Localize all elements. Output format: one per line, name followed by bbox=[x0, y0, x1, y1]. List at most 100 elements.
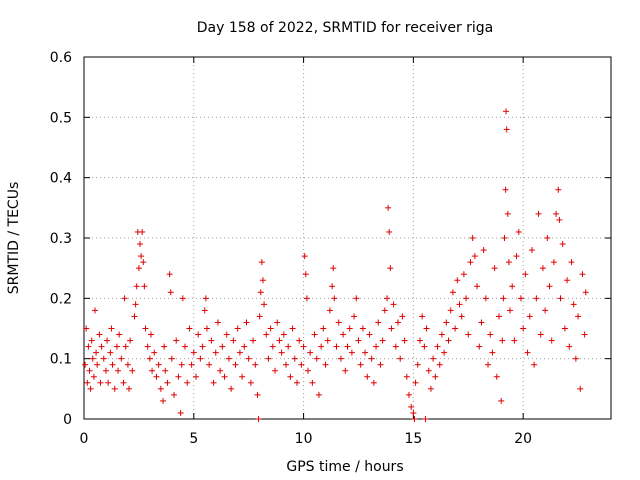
data-point bbox=[184, 379, 191, 386]
data-point bbox=[498, 397, 505, 404]
data-point bbox=[283, 361, 290, 368]
data-point bbox=[97, 379, 104, 386]
data-point bbox=[228, 385, 235, 392]
data-point bbox=[111, 385, 118, 392]
data-point bbox=[313, 355, 320, 362]
data-point bbox=[84, 379, 91, 386]
data-point bbox=[315, 391, 322, 398]
data-point bbox=[307, 349, 314, 356]
data-point bbox=[392, 343, 399, 350]
data-point bbox=[505, 259, 512, 266]
data-point bbox=[102, 367, 109, 374]
data-point bbox=[526, 313, 533, 320]
data-point bbox=[427, 385, 434, 392]
axis-ticks: 0 0.1 0.2 0.3 0.4 0.5 0.6 0 5 10 15 20 bbox=[50, 50, 611, 447]
data-point bbox=[561, 325, 568, 332]
data-point bbox=[230, 337, 237, 344]
data-point bbox=[375, 319, 382, 326]
data-point bbox=[467, 259, 474, 266]
data-point bbox=[366, 331, 373, 338]
data-point bbox=[421, 343, 428, 350]
data-point bbox=[301, 253, 308, 260]
data-point bbox=[387, 265, 394, 272]
data-point bbox=[432, 373, 439, 380]
data-point bbox=[278, 349, 285, 356]
data-point bbox=[212, 349, 219, 356]
x-axis-label: GPS time / hours bbox=[286, 459, 403, 475]
data-point bbox=[487, 331, 494, 338]
data-point bbox=[141, 283, 148, 290]
data-point bbox=[412, 379, 419, 386]
data-point bbox=[287, 373, 294, 380]
data-point bbox=[548, 337, 555, 344]
data-point bbox=[320, 325, 327, 332]
data-point bbox=[395, 319, 402, 326]
data-point bbox=[445, 337, 452, 344]
data-point bbox=[289, 325, 296, 332]
data-point bbox=[118, 355, 125, 362]
data-point bbox=[138, 253, 145, 260]
data-point bbox=[539, 265, 546, 272]
data-point bbox=[515, 228, 522, 235]
data-point bbox=[298, 361, 305, 368]
data-point bbox=[105, 379, 112, 386]
data-point bbox=[120, 379, 127, 386]
data-point bbox=[331, 295, 338, 302]
grid bbox=[84, 57, 611, 419]
data-point bbox=[537, 331, 544, 338]
data-point bbox=[419, 313, 426, 320]
data-point bbox=[568, 259, 575, 266]
data-point bbox=[265, 355, 272, 362]
data-point bbox=[557, 295, 564, 302]
data-point bbox=[206, 361, 213, 368]
data-point bbox=[517, 295, 524, 302]
data-point bbox=[87, 385, 94, 392]
data-point bbox=[161, 343, 168, 350]
data-point bbox=[579, 271, 586, 278]
data-point bbox=[127, 337, 134, 344]
data-point bbox=[463, 295, 470, 302]
data-point bbox=[241, 343, 248, 350]
data-point bbox=[520, 325, 527, 332]
data-point bbox=[531, 361, 538, 368]
data-point bbox=[304, 367, 311, 374]
data-point bbox=[476, 343, 483, 350]
data-points bbox=[82, 108, 589, 422]
data-point bbox=[379, 337, 386, 344]
data-point bbox=[256, 313, 263, 320]
data-point bbox=[147, 331, 154, 338]
data-point bbox=[116, 331, 123, 338]
data-point bbox=[414, 361, 421, 368]
data-point bbox=[405, 391, 412, 398]
data-point bbox=[157, 385, 164, 392]
y-tick-label: 0.6 bbox=[50, 50, 72, 66]
data-point bbox=[362, 349, 369, 356]
data-point bbox=[135, 265, 142, 272]
data-point bbox=[300, 343, 307, 350]
data-point bbox=[438, 331, 445, 338]
data-point bbox=[83, 325, 90, 332]
data-point bbox=[190, 349, 197, 356]
data-point bbox=[197, 355, 204, 362]
data-point bbox=[254, 391, 261, 398]
data-point bbox=[535, 210, 542, 217]
data-point bbox=[384, 295, 391, 302]
data-point bbox=[217, 367, 224, 374]
data-point bbox=[544, 235, 551, 241]
data-point bbox=[173, 337, 180, 344]
data-point bbox=[471, 253, 478, 260]
data-point bbox=[104, 337, 111, 344]
data-point bbox=[267, 325, 274, 332]
data-point bbox=[460, 271, 467, 278]
data-point bbox=[90, 373, 97, 380]
data-point bbox=[485, 361, 492, 368]
data-point bbox=[368, 355, 375, 362]
data-point bbox=[386, 228, 393, 235]
data-point bbox=[489, 349, 496, 356]
data-point bbox=[434, 343, 441, 350]
data-point bbox=[364, 373, 371, 380]
data-point bbox=[263, 331, 270, 338]
data-point bbox=[257, 289, 264, 296]
y-tick-label: 0.4 bbox=[50, 171, 72, 187]
data-point bbox=[223, 331, 230, 338]
